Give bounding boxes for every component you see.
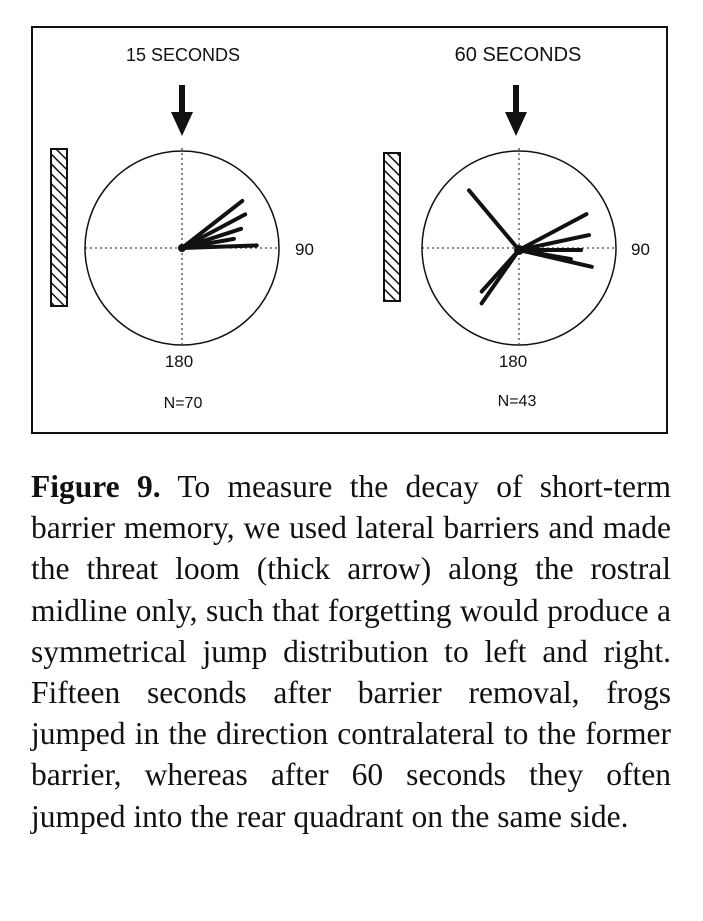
- panel-15-seconds: 15 SECONDS 90 180 N=70: [50, 45, 314, 412]
- caption-text: To measure the decay of short-term barri…: [31, 469, 671, 834]
- sample-size-label: N=43: [498, 393, 537, 410]
- figure-number: Figure 9.: [31, 469, 161, 504]
- threat-arrow-icon: [171, 85, 193, 136]
- angle-label-90: 90: [295, 240, 314, 259]
- jump-vector: [517, 212, 589, 252]
- figure-caption: Figure 9. To measure the decay of short-…: [31, 466, 671, 837]
- panel-60-seconds: 60 SECONDS 90 180 N=43: [383, 44, 650, 410]
- panel-time-label: 15 SECONDS: [126, 45, 240, 65]
- jump-vector: [479, 248, 521, 294]
- panel-time-label: 60 SECONDS: [455, 44, 582, 66]
- angle-label-180: 180: [499, 352, 527, 371]
- angle-label-180: 180: [165, 352, 193, 371]
- lateral-barrier: [383, 152, 401, 302]
- jump-vector: [180, 243, 259, 250]
- jump-vectors-15s: [180, 198, 259, 250]
- sample-size-label: N=70: [164, 395, 203, 412]
- threat-arrow-icon: [505, 85, 527, 136]
- figure-9-drawing: 15 SECONDS 90 180 N=70 60 SECONDS: [50, 44, 650, 412]
- figure-frame: 15 SECONDS 90 180 N=70 60 SECONDS: [31, 26, 668, 434]
- jump-vector: [517, 248, 594, 269]
- jump-vector: [467, 188, 521, 252]
- jump-vector: [180, 212, 248, 250]
- jump-vector: [517, 233, 591, 252]
- center-point: [514, 245, 524, 255]
- jump-vectors-60s: [467, 188, 594, 306]
- center-point: [178, 244, 186, 252]
- lateral-barrier: [50, 148, 68, 307]
- jump-vector: [180, 198, 245, 250]
- angle-label-90: 90: [631, 240, 650, 259]
